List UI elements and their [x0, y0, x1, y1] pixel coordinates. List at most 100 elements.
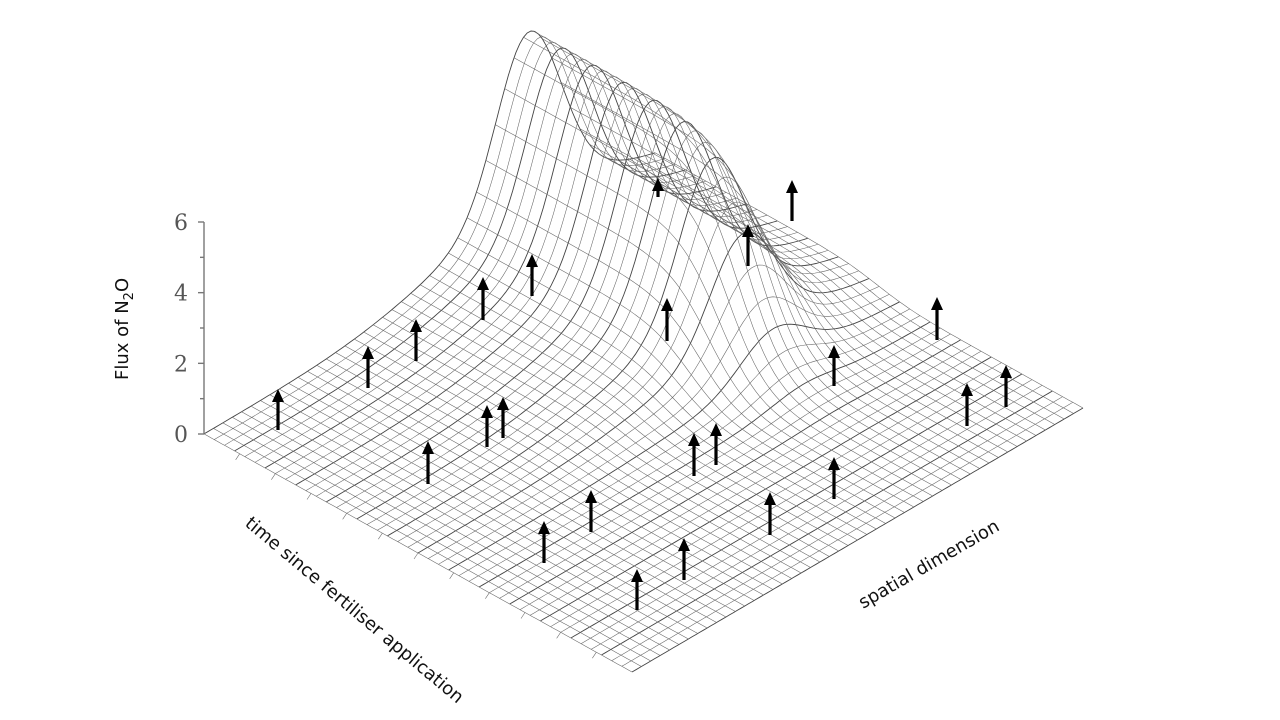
flux-arrow-head — [652, 178, 664, 191]
mesh-line-space — [410, 293, 839, 552]
mesh-line-space — [560, 82, 990, 464]
mesh-line-time — [438, 294, 890, 565]
mesh-line-time — [499, 333, 951, 599]
flux-arrow — [764, 492, 776, 535]
mesh-line-space — [297, 377, 727, 618]
flux-arrow-head — [410, 319, 422, 332]
flux-arrow-head — [786, 180, 798, 193]
flux-arrow-head — [710, 423, 722, 436]
flux-arrow — [362, 346, 374, 388]
flux-arrow — [538, 521, 550, 563]
mesh-line-space — [241, 411, 670, 651]
flux-arrow — [678, 538, 690, 580]
mesh-line-space — [269, 394, 698, 634]
mesh-line-space — [203, 433, 633, 673]
mesh-line-space — [250, 405, 680, 645]
time-axis-tick — [413, 552, 419, 560]
flux-arrow — [828, 345, 840, 386]
mesh-line-space — [382, 317, 811, 568]
mesh-line-time — [234, 47, 686, 452]
mesh-line-space — [288, 382, 717, 623]
mesh-line-space — [222, 422, 651, 662]
flux-arrow-head — [764, 492, 776, 505]
flux-arrow — [742, 224, 754, 266]
flux-arrow-head — [631, 569, 643, 582]
flux-arrow-head — [362, 346, 374, 359]
flux-arrow — [410, 319, 422, 361]
mesh-line-space — [654, 152, 1084, 409]
mesh-line-space — [626, 159, 1055, 425]
flux-arrow-head — [1000, 365, 1012, 378]
mesh-line-time — [214, 36, 666, 440]
flux-arrow — [631, 569, 643, 610]
time-axis-tick — [342, 513, 347, 520]
y-tick-label: 2 — [174, 352, 188, 377]
surface-mesh — [203, 30, 1084, 673]
time-axis-tick — [556, 632, 561, 639]
flux-arrow-head — [526, 254, 538, 267]
flux-arrow-head — [477, 277, 489, 290]
time-axis-tick — [592, 652, 597, 659]
flux-arrow-head — [497, 397, 509, 410]
mesh-line-space — [419, 284, 849, 546]
mesh-line-space — [551, 57, 980, 469]
mesh-line-time — [366, 130, 819, 525]
time-axis-tick — [520, 612, 526, 619]
mesh-line-time — [478, 321, 931, 588]
time-axis-tick — [449, 572, 454, 579]
mesh-line-space — [363, 331, 792, 579]
flux-arrow — [477, 277, 489, 320]
y-ticks: 0 2 4 6 — [174, 211, 204, 448]
flux-arrow-head — [931, 297, 943, 310]
z-axis-title: spatial dimension — [855, 516, 1003, 614]
flux-arrows — [272, 178, 1012, 610]
mesh-line-space — [213, 428, 642, 667]
flux-arrow-head — [481, 405, 493, 418]
flux-arrow — [526, 254, 538, 296]
mesh-line-space — [476, 191, 905, 513]
flux-arrow — [688, 433, 700, 476]
flux-arrow-head — [688, 433, 700, 446]
y-tick-label: 6 — [174, 211, 188, 236]
mesh-line-time — [244, 53, 696, 457]
mesh-line-time — [458, 308, 910, 576]
flux-arrow-head — [961, 383, 973, 396]
flux-arrow — [961, 383, 973, 426]
flux-arrow — [1000, 365, 1012, 407]
y-tick-label: 4 — [174, 282, 188, 307]
flux-arrow — [481, 405, 493, 447]
mesh-line-time — [397, 176, 849, 542]
mesh-line-space — [598, 153, 1027, 442]
mesh-line-space — [391, 309, 821, 563]
mesh-line-time — [387, 157, 839, 537]
mesh-line-space — [448, 252, 877, 530]
flux-arrow-head — [422, 441, 434, 454]
y-axis-title-subscript: 2 — [122, 292, 137, 300]
mesh-line-space — [429, 275, 858, 541]
y-axis-title: Flux of N2O — [112, 278, 137, 380]
time-axis-tick — [235, 453, 240, 460]
flux-arrow — [272, 389, 284, 430]
mesh-line-space — [513, 57, 943, 491]
mesh-line-space — [617, 159, 1046, 431]
mesh-line-space — [232, 417, 661, 656]
mesh-line-space — [542, 38, 971, 475]
time-axis-tick — [378, 533, 383, 540]
mesh-line-space — [504, 88, 933, 497]
flux-arrow — [585, 490, 597, 532]
flux-arrow-head — [742, 224, 754, 237]
mesh-line-space — [260, 400, 689, 640]
flux-arrow — [828, 457, 840, 499]
flux-arrow-head — [828, 457, 840, 470]
mesh-line-time — [254, 59, 707, 463]
mesh-line-space — [457, 237, 886, 524]
time-axis-tick — [485, 592, 490, 599]
flux-arrow-head — [661, 298, 673, 311]
mesh-line-space — [466, 217, 896, 519]
mesh-line-space — [372, 324, 802, 574]
mesh-line-time — [356, 121, 809, 520]
flux-arrow-head — [585, 490, 597, 503]
mesh-line-space — [485, 160, 915, 508]
flux-arrow — [652, 178, 664, 197]
